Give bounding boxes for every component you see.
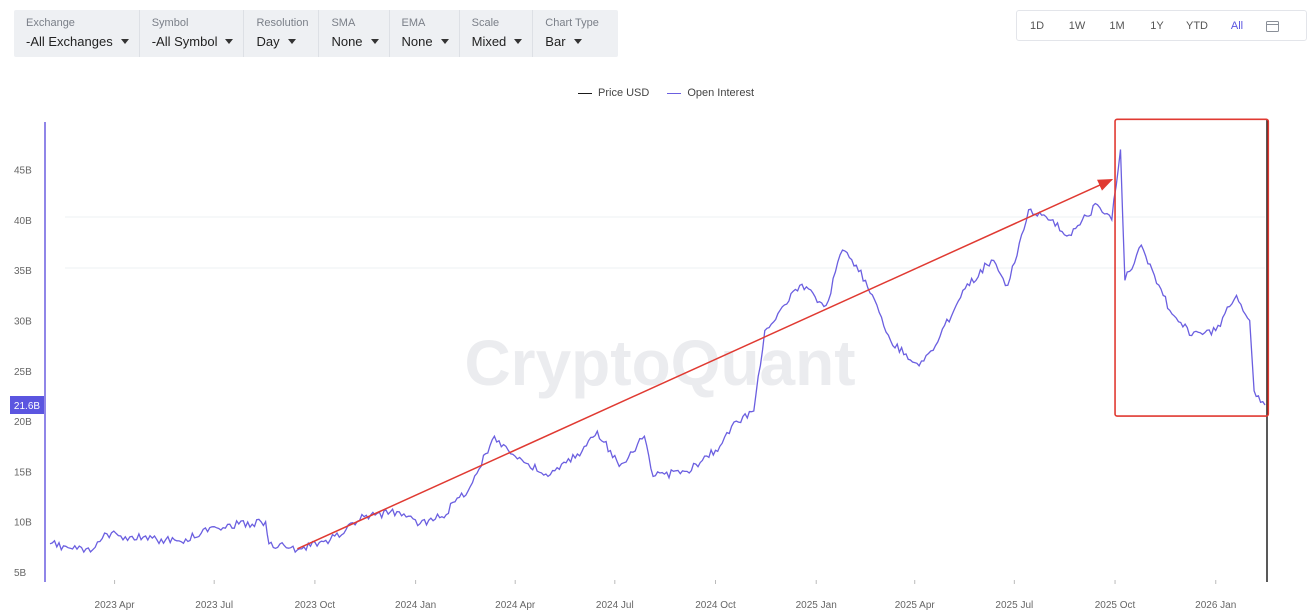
- filter-symbol[interactable]: Symbol -All Symbol: [140, 10, 245, 57]
- open-interest-series-line: [49, 149, 1266, 554]
- open-interest-tag: 21.6B: [14, 401, 40, 412]
- range-button-1y[interactable]: 1Y: [1150, 19, 1164, 32]
- filter-scale[interactable]: Scale Mixed: [460, 10, 534, 57]
- x-tick-label: 2025 Jan: [796, 600, 837, 611]
- left-tick-label: 40B: [14, 216, 32, 227]
- x-tick-label: 2025 Oct: [1095, 600, 1136, 611]
- left-tick-label: 15B: [14, 467, 32, 478]
- legend-item-price[interactable]: Price USD: [578, 87, 649, 99]
- chevron-down-icon: [287, 39, 296, 45]
- filter-sma[interactable]: SMA None: [319, 10, 390, 57]
- left-tick-label: 45B: [14, 166, 32, 177]
- x-tick-label: 2023 Oct: [295, 600, 336, 611]
- chevron-down-icon: [225, 39, 234, 45]
- left-tick-label: 35B: [14, 266, 32, 277]
- chevron-down-icon: [514, 39, 523, 45]
- calendar-icon[interactable]: [1257, 20, 1287, 32]
- range-button-all[interactable]: All: [1230, 19, 1244, 32]
- x-tick-label: 2023 Apr: [95, 600, 136, 611]
- filter-value: None: [401, 34, 433, 49]
- filter-label: Symbol: [151, 17, 189, 29]
- x-tick-label: 2024 Jul: [596, 600, 634, 611]
- range-button-1w[interactable]: 1W: [1068, 19, 1086, 32]
- x-tick-label: 2025 Apr: [895, 600, 936, 611]
- filter-value: None: [331, 34, 363, 49]
- legend-item-open-interest[interactable]: Open Interest: [667, 87, 754, 99]
- left-tick-label: 10B: [14, 518, 32, 529]
- filter-value: Bar: [545, 34, 566, 49]
- filter-label: Chart Type: [545, 17, 599, 29]
- left-tick-label: 5B: [14, 568, 27, 579]
- chevron-down-icon: [573, 39, 582, 45]
- filter-value: -All Symbol: [151, 34, 218, 49]
- filter-label: Exchange: [26, 17, 75, 29]
- legend-oi-label: Open Interest: [687, 87, 754, 99]
- x-tick-label: 2024 Apr: [495, 600, 536, 611]
- open-interest-tag-bg: [10, 396, 44, 415]
- chevron-down-icon: [440, 39, 449, 45]
- x-tick-label: 2026 Jan: [1195, 600, 1236, 611]
- filter-bar: Exchange -All Exchanges Symbol -All Symbol R…: [14, 10, 618, 57]
- filter-value: Day: [256, 34, 280, 49]
- filter-label: Scale: [471, 17, 500, 29]
- filter-value: -All Exchanges: [26, 34, 113, 49]
- left-tick-label: 30B: [14, 317, 32, 328]
- watermark: CryptoQuant: [464, 327, 855, 399]
- left-tick-label: 20B: [14, 417, 32, 428]
- chevron-down-icon: [370, 39, 379, 45]
- range-button-ytd[interactable]: YTD: [1186, 19, 1208, 32]
- time-range-selector: 1D 1W 1M 1Y YTD All: [1016, 10, 1307, 41]
- range-button-1d[interactable]: 1D: [1029, 19, 1045, 32]
- filter-label: EMA: [401, 17, 426, 29]
- filter-resolution[interactable]: Resolution Day: [244, 10, 320, 57]
- left-tick-label: 25B: [14, 367, 32, 378]
- x-tick-label: 2025 Jul: [995, 600, 1033, 611]
- legend-price-swatch: [578, 92, 592, 94]
- filter-exchange[interactable]: Exchange -All Exchanges: [14, 10, 140, 57]
- legend-price-label: Price USD: [598, 87, 650, 99]
- highlight-box: [1114, 118, 1270, 417]
- filter-value: Mixed: [471, 34, 507, 49]
- x-tick-label: 2024 Jan: [395, 600, 436, 611]
- chevron-down-icon: [120, 39, 129, 45]
- filter-label: Resolution: [256, 17, 309, 29]
- filter-chart-type[interactable]: Chart Type Bar: [533, 10, 609, 57]
- filter-ema[interactable]: EMA None: [390, 10, 460, 57]
- legend-oi-swatch: [667, 92, 682, 94]
- chart-legend: Price USD Open Interest: [578, 87, 754, 99]
- x-tick-label: 2023 Jul: [195, 600, 233, 611]
- range-button-1m[interactable]: 1M: [1109, 19, 1125, 32]
- trend-arrow: [297, 178, 1114, 550]
- filter-label: SMA: [331, 17, 356, 29]
- x-tick-label: 2024 Oct: [695, 600, 736, 611]
